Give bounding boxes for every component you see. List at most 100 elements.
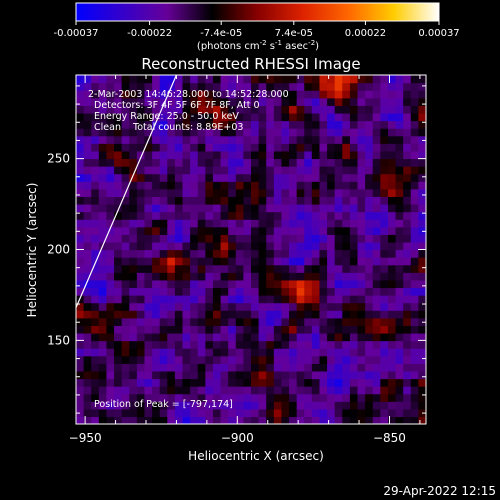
heatmap-cell <box>342 325 351 334</box>
heatmap-cell <box>266 196 275 205</box>
heatmap-cell <box>296 211 305 220</box>
heatmap-cell <box>266 272 275 281</box>
heatmap-cell <box>410 272 419 281</box>
heatmap-cell <box>387 219 397 228</box>
heatmap-cell <box>212 234 222 243</box>
heatmap-cell <box>197 272 206 281</box>
heatmap-cell <box>136 211 146 220</box>
heatmap-cell <box>251 272 260 281</box>
heatmap-cell <box>311 120 321 129</box>
heatmap-cell <box>304 295 313 304</box>
heatmap-cell <box>289 401 298 410</box>
heatmap-cell <box>365 279 374 289</box>
heatmap-cell <box>152 348 161 357</box>
heatmap-cell <box>342 264 351 273</box>
heatmap-cell <box>235 97 244 106</box>
heatmap-cell <box>258 287 267 296</box>
heatmap-cell <box>289 363 298 372</box>
heatmap-cell <box>136 234 146 243</box>
heatmap-cell <box>98 401 108 410</box>
heatmap-cell <box>205 272 214 281</box>
heatmap-cell <box>205 348 214 357</box>
heatmap-cell <box>197 295 206 304</box>
heatmap-cell <box>190 143 199 152</box>
heatmap-cell <box>380 158 389 167</box>
heatmap-cell <box>106 401 115 410</box>
heatmap-cell <box>98 173 108 182</box>
heatmap-cell <box>395 112 404 122</box>
heatmap-cell <box>289 378 298 387</box>
heatmap-cell <box>182 75 191 84</box>
heatmap-cell <box>281 188 290 197</box>
heatmap-cell <box>190 128 199 137</box>
heatmap-cell <box>129 302 138 311</box>
heatmap-cell <box>403 355 412 364</box>
heatmap-cell <box>136 112 146 122</box>
heatmap-cell <box>83 234 92 243</box>
heatmap-cell <box>266 408 275 418</box>
heatmap-cell <box>372 150 381 160</box>
heatmap-cell <box>380 355 389 364</box>
heatmap-cell <box>380 348 389 357</box>
heatmap-cell <box>121 211 130 220</box>
heatmap-cell <box>243 279 252 289</box>
heatmap-cell <box>319 219 328 228</box>
heatmap-cell <box>319 226 328 235</box>
heatmap-cell <box>144 317 153 326</box>
heatmap-cell <box>190 287 199 296</box>
heatmap-cell <box>114 325 123 334</box>
heatmap-image <box>76 75 426 424</box>
heatmap-cell <box>289 75 298 84</box>
heatmap-cell <box>182 332 191 342</box>
heatmap-cell <box>349 128 359 137</box>
heatmap-cell <box>197 135 206 144</box>
heatmap-cell <box>289 348 298 357</box>
heatmap-cell <box>258 158 267 167</box>
heatmap-cell <box>190 158 199 167</box>
heatmap-cell <box>296 241 305 251</box>
heatmap-cell <box>136 370 146 380</box>
heatmap-cell <box>76 241 85 251</box>
heatmap-cell <box>289 279 298 289</box>
heatmap-cell <box>304 226 313 235</box>
heatmap-cell <box>349 90 359 99</box>
heatmap-cell <box>349 150 359 160</box>
heatmap-cell <box>91 257 100 266</box>
heatmap-cell <box>174 272 184 281</box>
heatmap-cell <box>289 150 298 160</box>
heatmap-cell <box>266 135 275 144</box>
heatmap-cell <box>372 226 381 235</box>
heatmap-cell <box>220 166 229 175</box>
heatmap-cell <box>327 128 336 137</box>
heatmap-cell <box>114 378 123 387</box>
heatmap-cell <box>334 386 343 395</box>
heatmap-cell <box>357 97 366 106</box>
colorbar-tick-label: -0.00037 <box>54 28 99 39</box>
heatmap-cell <box>273 332 283 342</box>
heatmap-cell <box>273 408 283 418</box>
heatmap-cell <box>342 143 351 152</box>
heatmap-cell <box>273 219 283 228</box>
heatmap-cell <box>98 416 108 424</box>
heatmap-cell <box>410 226 419 235</box>
heatmap-cell <box>159 393 168 402</box>
heatmap-cell <box>334 401 343 410</box>
heatmap-cell <box>228 196 237 205</box>
heatmap-cell <box>98 386 108 395</box>
heatmap-cell <box>182 120 191 129</box>
heatmap-cell <box>311 135 321 144</box>
heatmap-cell <box>152 219 161 228</box>
heatmap-cell <box>289 128 298 137</box>
heatmap-cell <box>136 196 146 205</box>
heatmap-cell <box>159 401 168 410</box>
heatmap-cell <box>159 249 168 258</box>
heatmap-cell <box>129 120 138 129</box>
heatmap-cell <box>159 226 168 235</box>
heatmap-cell <box>251 370 260 380</box>
heatmap-cell <box>289 166 298 175</box>
heatmap-cell <box>98 363 108 372</box>
heatmap-cell <box>152 401 161 410</box>
heatmap-cell <box>83 188 92 197</box>
heatmap-cell <box>319 75 328 84</box>
heatmap-cell <box>342 370 351 380</box>
